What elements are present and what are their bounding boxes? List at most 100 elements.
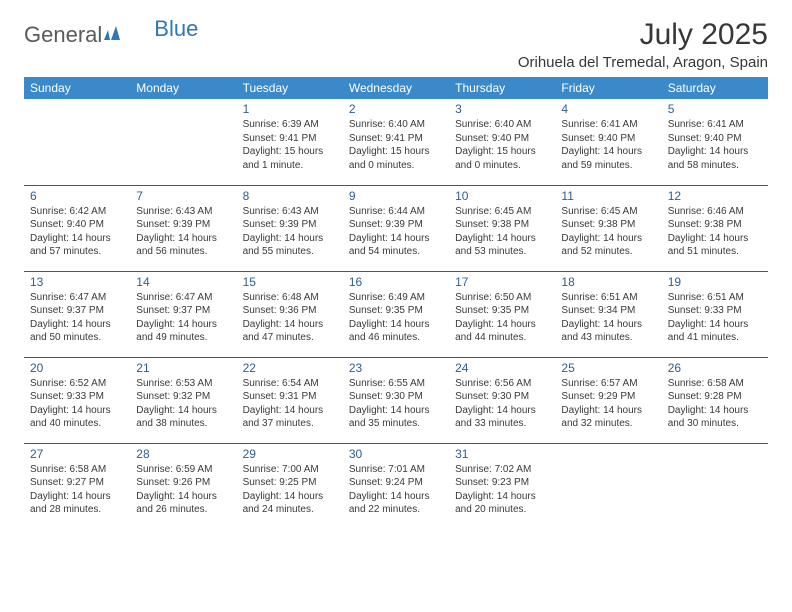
daylight-text: and 0 minutes. bbox=[455, 159, 549, 173]
day-number: 24 bbox=[455, 361, 549, 375]
weekday-header-row: Sunday Monday Tuesday Wednesday Thursday… bbox=[24, 77, 768, 99]
day-number: 17 bbox=[455, 275, 549, 289]
sunset-text: Sunset: 9:39 PM bbox=[243, 218, 337, 232]
calendar-day-cell: 17Sunrise: 6:50 AMSunset: 9:35 PMDayligh… bbox=[449, 271, 555, 357]
logo: General Blue bbox=[24, 22, 198, 48]
calendar-day-cell: 16Sunrise: 6:49 AMSunset: 9:35 PMDayligh… bbox=[343, 271, 449, 357]
calendar-day-cell: 20Sunrise: 6:52 AMSunset: 9:33 PMDayligh… bbox=[24, 357, 130, 443]
weekday-header: Saturday bbox=[662, 77, 768, 99]
sunrise-text: Sunrise: 7:01 AM bbox=[349, 463, 443, 477]
daylight-text: and 54 minutes. bbox=[349, 245, 443, 259]
sunset-text: Sunset: 9:38 PM bbox=[668, 218, 762, 232]
calendar-day-cell: 8Sunrise: 6:43 AMSunset: 9:39 PMDaylight… bbox=[237, 185, 343, 271]
daylight-text: Daylight: 14 hours bbox=[455, 404, 549, 418]
sunset-text: Sunset: 9:27 PM bbox=[30, 476, 124, 490]
calendar-week-row: 13Sunrise: 6:47 AMSunset: 9:37 PMDayligh… bbox=[24, 271, 768, 357]
sunset-text: Sunset: 9:38 PM bbox=[455, 218, 549, 232]
sunset-text: Sunset: 9:39 PM bbox=[136, 218, 230, 232]
daylight-text: and 40 minutes. bbox=[30, 417, 124, 431]
sunrise-text: Sunrise: 6:56 AM bbox=[455, 377, 549, 391]
sunset-text: Sunset: 9:33 PM bbox=[30, 390, 124, 404]
sunrise-text: Sunrise: 6:45 AM bbox=[561, 205, 655, 219]
sunset-text: Sunset: 9:24 PM bbox=[349, 476, 443, 490]
weekday-header: Friday bbox=[555, 77, 661, 99]
calendar-day-cell: 4Sunrise: 6:41 AMSunset: 9:40 PMDaylight… bbox=[555, 99, 661, 185]
daylight-text: Daylight: 15 hours bbox=[243, 145, 337, 159]
calendar-week-row: 20Sunrise: 6:52 AMSunset: 9:33 PMDayligh… bbox=[24, 357, 768, 443]
calendar-day-cell: 18Sunrise: 6:51 AMSunset: 9:34 PMDayligh… bbox=[555, 271, 661, 357]
daylight-text: and 38 minutes. bbox=[136, 417, 230, 431]
weekday-header: Wednesday bbox=[343, 77, 449, 99]
day-number: 27 bbox=[30, 447, 124, 461]
calendar-page: General Blue July 2025 Orihuela del Trem… bbox=[0, 0, 792, 529]
calendar-day-cell: 23Sunrise: 6:55 AMSunset: 9:30 PMDayligh… bbox=[343, 357, 449, 443]
sunrise-text: Sunrise: 6:58 AM bbox=[30, 463, 124, 477]
sunrise-text: Sunrise: 6:51 AM bbox=[668, 291, 762, 305]
calendar-day-cell: 19Sunrise: 6:51 AMSunset: 9:33 PMDayligh… bbox=[662, 271, 768, 357]
daylight-text: and 24 minutes. bbox=[243, 503, 337, 517]
daylight-text: and 56 minutes. bbox=[136, 245, 230, 259]
sunrise-text: Sunrise: 6:40 AM bbox=[349, 118, 443, 132]
day-number: 22 bbox=[243, 361, 337, 375]
daylight-text: Daylight: 14 hours bbox=[30, 404, 124, 418]
calendar-day-cell: 15Sunrise: 6:48 AMSunset: 9:36 PMDayligh… bbox=[237, 271, 343, 357]
sunrise-text: Sunrise: 6:40 AM bbox=[455, 118, 549, 132]
calendar-day-cell: 9Sunrise: 6:44 AMSunset: 9:39 PMDaylight… bbox=[343, 185, 449, 271]
daylight-text: and 30 minutes. bbox=[668, 417, 762, 431]
title-block: July 2025 Orihuela del Tremedal, Aragon,… bbox=[518, 18, 768, 71]
calendar-day-cell: 22Sunrise: 6:54 AMSunset: 9:31 PMDayligh… bbox=[237, 357, 343, 443]
calendar-day-cell: 21Sunrise: 6:53 AMSunset: 9:32 PMDayligh… bbox=[130, 357, 236, 443]
calendar-day-cell: 11Sunrise: 6:45 AMSunset: 9:38 PMDayligh… bbox=[555, 185, 661, 271]
daylight-text: Daylight: 15 hours bbox=[455, 145, 549, 159]
daylight-text: and 55 minutes. bbox=[243, 245, 337, 259]
day-number: 28 bbox=[136, 447, 230, 461]
calendar-week-row: 1Sunrise: 6:39 AMSunset: 9:41 PMDaylight… bbox=[24, 99, 768, 185]
sunset-text: Sunset: 9:36 PM bbox=[243, 304, 337, 318]
calendar-day-cell bbox=[662, 443, 768, 529]
daylight-text: and 0 minutes. bbox=[349, 159, 443, 173]
sunset-text: Sunset: 9:30 PM bbox=[455, 390, 549, 404]
daylight-text: Daylight: 14 hours bbox=[349, 318, 443, 332]
daylight-text: Daylight: 14 hours bbox=[243, 404, 337, 418]
daylight-text: Daylight: 14 hours bbox=[349, 232, 443, 246]
day-number: 3 bbox=[455, 102, 549, 116]
sunset-text: Sunset: 9:38 PM bbox=[561, 218, 655, 232]
sunset-text: Sunset: 9:34 PM bbox=[561, 304, 655, 318]
daylight-text: Daylight: 14 hours bbox=[561, 145, 655, 159]
day-number: 15 bbox=[243, 275, 337, 289]
daylight-text: and 50 minutes. bbox=[30, 331, 124, 345]
sunset-text: Sunset: 9:26 PM bbox=[136, 476, 230, 490]
daylight-text: and 33 minutes. bbox=[455, 417, 549, 431]
daylight-text: Daylight: 14 hours bbox=[668, 404, 762, 418]
day-number: 19 bbox=[668, 275, 762, 289]
sunset-text: Sunset: 9:41 PM bbox=[243, 132, 337, 146]
daylight-text: and 52 minutes. bbox=[561, 245, 655, 259]
daylight-text: and 1 minute. bbox=[243, 159, 337, 173]
daylight-text: Daylight: 14 hours bbox=[243, 232, 337, 246]
sunrise-text: Sunrise: 6:45 AM bbox=[455, 205, 549, 219]
sunrise-text: Sunrise: 6:51 AM bbox=[561, 291, 655, 305]
day-number: 10 bbox=[455, 189, 549, 203]
sunrise-text: Sunrise: 6:41 AM bbox=[561, 118, 655, 132]
day-number: 6 bbox=[30, 189, 124, 203]
sunrise-text: Sunrise: 6:41 AM bbox=[668, 118, 762, 132]
calendar-day-cell: 26Sunrise: 6:58 AMSunset: 9:28 PMDayligh… bbox=[662, 357, 768, 443]
daylight-text: and 47 minutes. bbox=[243, 331, 337, 345]
sunrise-text: Sunrise: 6:54 AM bbox=[243, 377, 337, 391]
day-number: 11 bbox=[561, 189, 655, 203]
sunrise-text: Sunrise: 6:46 AM bbox=[668, 205, 762, 219]
sunrise-text: Sunrise: 6:39 AM bbox=[243, 118, 337, 132]
daylight-text: Daylight: 14 hours bbox=[136, 232, 230, 246]
day-number: 14 bbox=[136, 275, 230, 289]
calendar-day-cell: 25Sunrise: 6:57 AMSunset: 9:29 PMDayligh… bbox=[555, 357, 661, 443]
sunset-text: Sunset: 9:33 PM bbox=[668, 304, 762, 318]
daylight-text: and 20 minutes. bbox=[455, 503, 549, 517]
sunrise-text: Sunrise: 7:00 AM bbox=[243, 463, 337, 477]
calendar-day-cell: 2Sunrise: 6:40 AMSunset: 9:41 PMDaylight… bbox=[343, 99, 449, 185]
day-number: 16 bbox=[349, 275, 443, 289]
sunrise-text: Sunrise: 6:47 AM bbox=[30, 291, 124, 305]
daylight-text: Daylight: 15 hours bbox=[349, 145, 443, 159]
sunrise-text: Sunrise: 6:43 AM bbox=[136, 205, 230, 219]
daylight-text: Daylight: 14 hours bbox=[455, 318, 549, 332]
calendar-day-cell: 5Sunrise: 6:41 AMSunset: 9:40 PMDaylight… bbox=[662, 99, 768, 185]
